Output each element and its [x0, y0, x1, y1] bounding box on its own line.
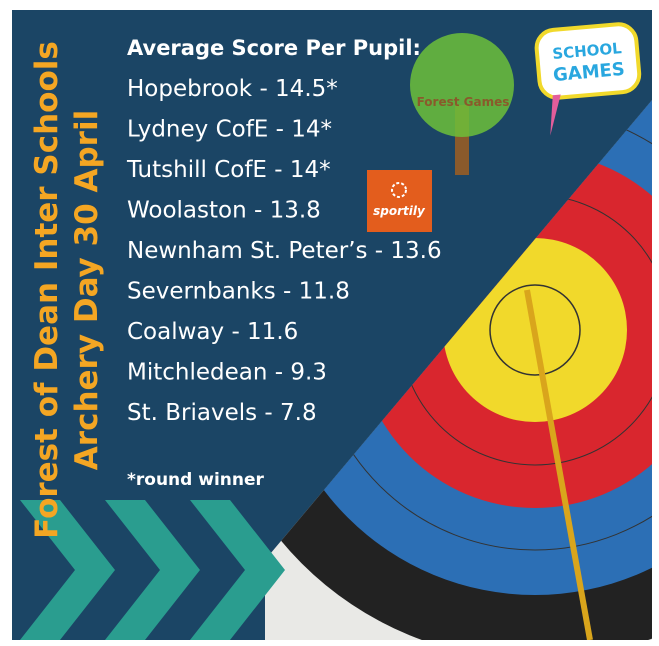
- logo-text: sportily: [373, 204, 426, 218]
- side-title-line: Archery Day 30 April: [69, 110, 105, 470]
- result-row: Hopebrook - 14.5*: [127, 76, 338, 102]
- result-row: Tutshill CofE - 14*: [126, 157, 331, 183]
- result-row: St. Briavels - 7.8: [127, 400, 317, 426]
- poster: Forest of Dean Inter Schools Archery Day…: [0, 0, 659, 646]
- result-row: Mitchledean - 9.3: [127, 360, 327, 386]
- result-row: Newnham St. Peter’s - 13.6: [127, 238, 442, 264]
- heading: Average Score Per Pupil:: [127, 36, 421, 60]
- page: Forest of Dean Inter Schools Archery Day…: [0, 0, 659, 646]
- footnote: *round winner: [127, 470, 265, 490]
- result-row: Severnbanks - 11.8: [127, 279, 350, 305]
- result-row: Woolaston - 13.8: [127, 198, 321, 224]
- logo-text: Forest Games: [417, 95, 510, 109]
- sportily-logo: sportily: [367, 170, 432, 232]
- result-row: Coalway - 11.6: [127, 319, 298, 345]
- result-row: Lydney CofE - 14*: [127, 117, 332, 143]
- side-title-line: Forest of Dean Inter Schools: [29, 41, 65, 539]
